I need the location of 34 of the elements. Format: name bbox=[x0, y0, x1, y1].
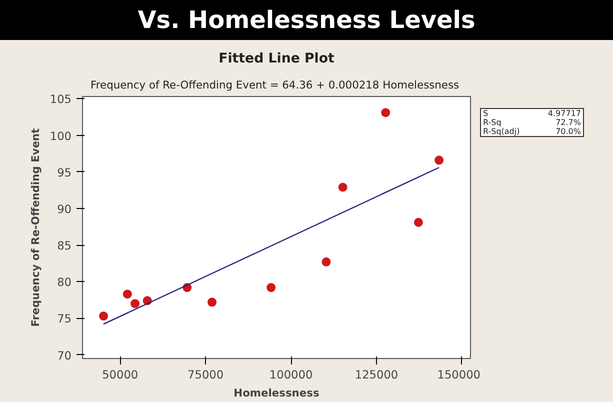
point bbox=[381, 108, 390, 118]
y-tick-label: 90 bbox=[57, 202, 72, 216]
text: S bbox=[482, 108, 490, 118]
y-tick-label: 80 bbox=[57, 275, 72, 290]
y-tick-label: 105 bbox=[50, 92, 72, 106]
y-tick-label: 85 bbox=[57, 238, 72, 253]
y-tick-label: 95 bbox=[57, 165, 72, 180]
point bbox=[99, 312, 108, 321]
text: R-Sq(adj) bbox=[482, 127, 521, 136]
x-tick-label: 150000 bbox=[437, 368, 481, 382]
chart-subtitle: Fitted Line Plot bbox=[218, 52, 335, 66]
chart-title: Vs. Homelessness Levels bbox=[0, 0, 613, 40]
y-tick-label: 100 bbox=[50, 128, 72, 143]
y-axis-title: Frequency of Re-Offending Event bbox=[28, 128, 42, 327]
point bbox=[322, 257, 331, 266]
x-tick-label: 125000 bbox=[354, 368, 398, 382]
x-axis-title: Homelessness bbox=[234, 386, 320, 400]
point bbox=[414, 218, 423, 227]
text: 4.97717 bbox=[546, 108, 582, 118]
point bbox=[130, 299, 140, 308]
x-tick-label: 50000 bbox=[102, 368, 138, 382]
point bbox=[434, 156, 444, 165]
text: Frequency of Re-Offending Event = 64.36 + 0.000218 Homelessness bbox=[90, 78, 460, 92]
point bbox=[266, 283, 276, 292]
point bbox=[122, 290, 132, 299]
y-tick-label: 70 bbox=[57, 348, 72, 362]
x-tick-label: 100000 bbox=[269, 368, 313, 382]
point bbox=[338, 182, 348, 192]
text: R-Sq bbox=[482, 118, 502, 127]
y-tick-label: 75 bbox=[57, 312, 72, 326]
point bbox=[208, 298, 217, 307]
text: 70.0% bbox=[554, 127, 582, 136]
text: 72.7% bbox=[554, 118, 582, 127]
x-tick-label: 75000 bbox=[188, 368, 224, 382]
